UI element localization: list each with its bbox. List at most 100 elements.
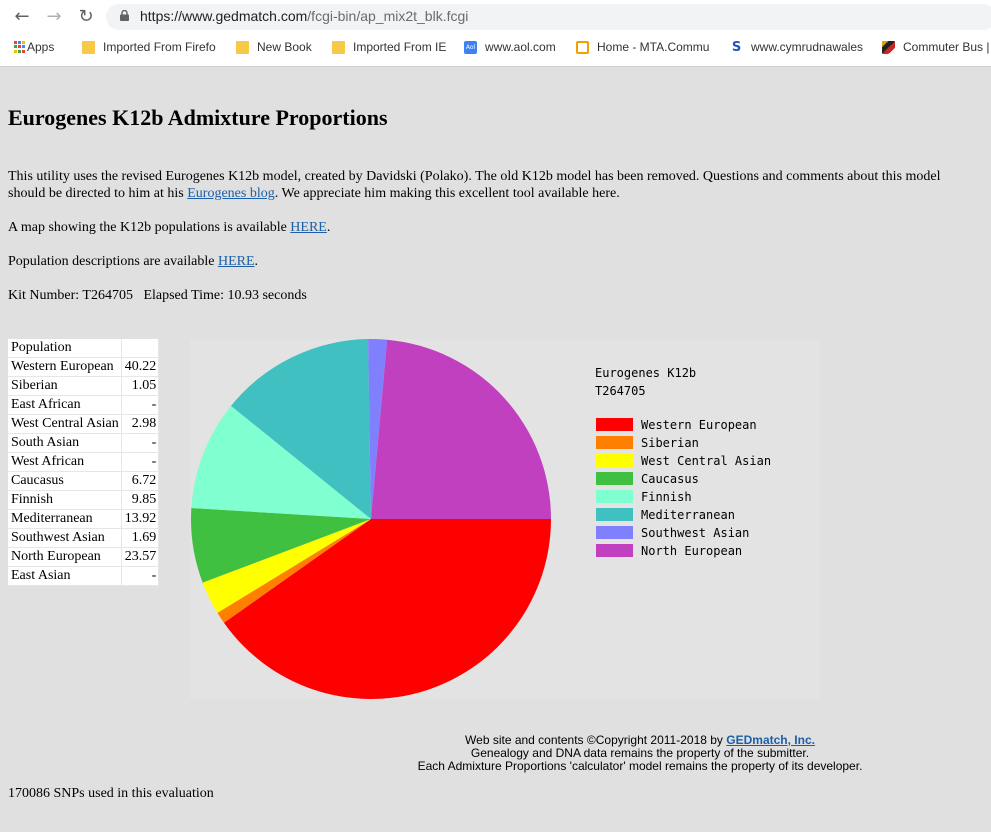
aol-icon: Aol bbox=[464, 40, 477, 54]
table-row: North European 23.57 bbox=[8, 547, 160, 567]
s-logo-icon: S bbox=[731, 39, 742, 55]
table-row: Southwest Asian 1.69 bbox=[8, 528, 160, 548]
forward-arrow-icon[interactable]: → bbox=[46, 6, 62, 27]
legend-swatch bbox=[596, 508, 633, 521]
pie-slice-mediterranean bbox=[231, 339, 371, 519]
browser-chrome: ← → ↻ https://www.gedmatch.com/fcgi-bin/… bbox=[0, 0, 991, 67]
bookmark-label: Imported From IE bbox=[353, 40, 447, 54]
mta-icon bbox=[576, 40, 589, 54]
population-value: 13.92 bbox=[121, 509, 160, 529]
legend-label: Caucasus bbox=[641, 472, 699, 486]
population-name: Southwest Asian bbox=[8, 528, 122, 548]
folder-icon bbox=[82, 40, 95, 54]
pie-slice-west-central-asian bbox=[202, 519, 371, 613]
population-name: Mediterranean bbox=[8, 509, 122, 529]
bookmark-imported-ie[interactable]: Imported From IE bbox=[332, 40, 446, 54]
folder-icon bbox=[236, 40, 249, 54]
bookmark-label: New Book bbox=[257, 40, 312, 54]
legend-swatch bbox=[596, 544, 633, 557]
bookmark-label: www.cymrudnawales bbox=[751, 40, 864, 54]
bookmark-label: Home - MTA.Commu bbox=[597, 40, 710, 54]
legend-label: Mediterranean bbox=[641, 508, 735, 522]
population-value: 2.98 bbox=[121, 414, 160, 434]
table-row: Caucasus 6.72 bbox=[8, 471, 160, 491]
pie-chart-svg: Eurogenes K12b T264705 Western European S… bbox=[190, 338, 771, 699]
bookmark-aol[interactable]: Aol www.aol.com bbox=[464, 40, 556, 54]
intro-paragraph: This utility uses the revised Eurogenes … bbox=[8, 168, 941, 202]
population-value: - bbox=[121, 452, 160, 472]
descriptions-here-link[interactable]: HERE bbox=[217, 254, 255, 269]
legend-label: Southwest Asian bbox=[641, 526, 749, 540]
map-here-link[interactable]: HERE bbox=[290, 220, 327, 235]
population-name: Finnish bbox=[8, 490, 122, 510]
legend-swatch bbox=[596, 454, 633, 467]
population-table: Population Western European 40.22 Siberian… bbox=[8, 339, 160, 586]
eurogenes-blog-link[interactable]: Eurogenes blog bbox=[187, 186, 275, 201]
pie-slice-caucasus bbox=[190, 508, 371, 583]
population-name: South Asian bbox=[8, 433, 122, 453]
gedmatch-link[interactable]: GEDmatch, Inc. bbox=[726, 733, 815, 747]
bookmark-mta[interactable]: Home - MTA.Commu bbox=[576, 40, 709, 54]
bookmark-label: Imported From Firefo bbox=[103, 40, 216, 54]
map-period: . bbox=[326, 220, 331, 235]
pie-slice-western-european bbox=[223, 519, 551, 699]
population-name: Siberian bbox=[8, 376, 122, 396]
population-name: East Asian bbox=[8, 566, 122, 586]
url-path: /fcgi-bin/ap_mix2t_blk.fcgi bbox=[307, 8, 469, 24]
legend-swatch bbox=[596, 472, 633, 485]
footer-line-2: Genealogy and DNA data remains the prope… bbox=[470, 746, 810, 760]
legend-label: Finnish bbox=[641, 490, 692, 504]
pie-slice-finnish bbox=[191, 405, 371, 519]
population-name: East African bbox=[8, 395, 122, 415]
legend-swatch bbox=[596, 418, 633, 431]
url-text: https://www.gedmatch.com/fcgi-bin/ap_mix… bbox=[140, 8, 468, 24]
snps-count: 170086 SNPs used in this evaluation bbox=[8, 786, 214, 801]
table-row: South Asian - bbox=[8, 433, 160, 453]
table-row: East African - bbox=[8, 395, 160, 415]
bookmarks-bar: Apps Imported From Firefo New Book Impor… bbox=[0, 36, 991, 60]
legend-label: Siberian bbox=[641, 436, 699, 450]
population-value: - bbox=[121, 395, 160, 415]
bookmark-label: Commuter Bus | bbox=[903, 40, 990, 54]
population-value: - bbox=[121, 433, 160, 453]
population-value: - bbox=[121, 566, 160, 586]
population-value: 1.05 bbox=[121, 376, 160, 396]
bookmark-commuter-bus[interactable]: Commuter Bus | bbox=[882, 40, 989, 54]
back-arrow-icon[interactable]: ← bbox=[14, 6, 30, 27]
table-row: East Asian - bbox=[8, 566, 160, 586]
folder-icon bbox=[332, 40, 345, 54]
table-header: Population bbox=[8, 339, 122, 358]
population-value: 40.22 bbox=[121, 357, 160, 377]
bookmark-apps[interactable]: Apps bbox=[14, 40, 54, 54]
pie-slice-siberian bbox=[217, 519, 371, 623]
bookmark-label: www.aol.com bbox=[485, 40, 556, 54]
legend-label: North European bbox=[641, 544, 742, 558]
intro-line-2-pre: should be directed to him at his bbox=[8, 186, 188, 201]
pie-slices bbox=[190, 338, 551, 699]
footer-line-3: Each Admixture Proportions 'calculator' … bbox=[417, 759, 863, 773]
table-header-empty bbox=[121, 339, 160, 358]
address-bar[interactable]: https://www.gedmatch.com/fcgi-bin/ap_mix… bbox=[106, 4, 991, 30]
intro-line-2-post: . We appreciate him making this excellen… bbox=[274, 186, 620, 201]
legend-swatch bbox=[596, 490, 633, 503]
page-title: Eurogenes K12b Admixture Proportions bbox=[8, 105, 388, 130]
table-row: Finnish 9.85 bbox=[8, 490, 160, 510]
map-text: A map showing the K12b populations is av… bbox=[8, 220, 291, 235]
reload-icon[interactable]: ↻ bbox=[78, 6, 94, 27]
bookmark-new-book[interactable]: New Book bbox=[236, 40, 312, 54]
bookmark-label: Apps bbox=[27, 40, 55, 54]
pie-slice-north-european bbox=[371, 339, 551, 519]
bookmark-imported-firefox[interactable]: Imported From Firefo bbox=[82, 40, 216, 54]
population-name: West African bbox=[8, 452, 122, 472]
population-value: 9.85 bbox=[121, 490, 160, 510]
bookmark-cymrudnawales[interactable]: S www.cymrudnawales bbox=[730, 40, 863, 54]
chart-legend: Western European Siberian West Central Asi… bbox=[596, 418, 771, 558]
pie-slice-southwest-asian bbox=[368, 338, 388, 519]
table-row: Mediterranean 13.92 bbox=[8, 509, 160, 529]
legend-label: Western European bbox=[641, 418, 757, 432]
legend-swatch bbox=[596, 526, 633, 539]
lock-icon bbox=[120, 10, 129, 21]
legend-label: West Central Asian bbox=[641, 454, 771, 468]
map-paragraph: A map showing the K12b populations is av… bbox=[8, 219, 330, 236]
table-row: West Central Asian 2.98 bbox=[8, 414, 160, 434]
